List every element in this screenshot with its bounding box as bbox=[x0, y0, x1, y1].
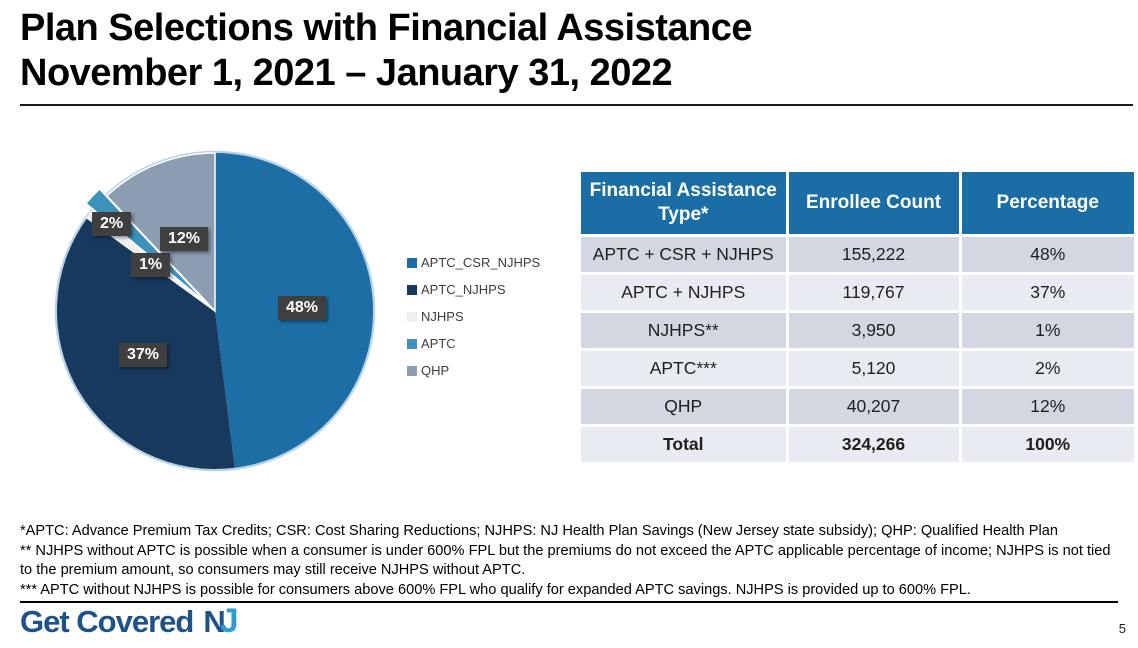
pie-label-37: 37% bbox=[119, 343, 168, 367]
table-row: APTC + NJHPS 119,767 37% bbox=[581, 273, 1134, 313]
table-total-cell: 100% bbox=[960, 425, 1134, 465]
table-cell: APTC + NJHPS bbox=[581, 273, 789, 313]
legend-item-APTC: APTC bbox=[407, 330, 540, 357]
table-cell: APTC + CSR + NJHPS bbox=[581, 235, 789, 275]
legend-label: NJHPS bbox=[421, 309, 464, 324]
table-row: NJHPS** 3,950 1% bbox=[581, 311, 1134, 351]
title-block: Plan Selections with Financial Assistanc… bbox=[20, 6, 1133, 106]
page-title-line1: Plan Selections with Financial Assistanc… bbox=[20, 7, 753, 49]
financial-assistance-table: Financial Assistance Type* Enrollee Count… bbox=[581, 172, 1134, 465]
logo-j-icon: J bbox=[219, 602, 239, 640]
pie-chart: 48% 37% 1% 2% 12% bbox=[28, 150, 418, 490]
pie-label-1: 1% bbox=[131, 253, 171, 277]
pie-chart-svg bbox=[54, 150, 376, 472]
table-cell: 3,950 bbox=[787, 311, 962, 351]
legend-swatch-icon bbox=[407, 365, 417, 376]
pie-label-48: 48% bbox=[278, 296, 327, 320]
legend-label: QHP bbox=[421, 363, 450, 378]
table-header-row: Financial Assistance Type* Enrollee Count… bbox=[581, 172, 1134, 237]
page-title-line2: November 1, 2021 – January 31, 2022 bbox=[20, 52, 673, 94]
table-cell: 40,207 bbox=[787, 387, 962, 427]
legend-label: APTC_CSR_NJHPS bbox=[421, 255, 541, 270]
legend-swatch-icon bbox=[407, 338, 417, 349]
footnote-1: *APTC: Advance Premium Tax Credits; CSR:… bbox=[20, 523, 1058, 539]
table-total-cell: 324,266 bbox=[787, 425, 962, 465]
pie-label-2: 2% bbox=[92, 212, 132, 236]
page-number: 5 bbox=[1118, 621, 1126, 636]
pie-label-12: 12% bbox=[160, 227, 209, 251]
table-cell: APTC*** bbox=[581, 349, 789, 389]
table-total-row: Total 324,266 100% bbox=[581, 425, 1134, 465]
legend-swatch-icon bbox=[407, 284, 417, 295]
table-cell: 48% bbox=[960, 235, 1134, 275]
logo-n: N bbox=[203, 604, 225, 639]
table-header-cell: Percentage bbox=[960, 172, 1134, 237]
table-cell: 119,767 bbox=[787, 273, 962, 313]
table-cell: 155,222 bbox=[787, 235, 962, 275]
legend-item-QHP: QHP bbox=[407, 357, 540, 384]
table-header-cell: Enrollee Count bbox=[787, 172, 962, 237]
table-header-cell: Financial Assistance Type* bbox=[581, 172, 789, 237]
table-cell: 37% bbox=[960, 273, 1134, 313]
table-cell: NJHPS** bbox=[581, 311, 789, 351]
legend-swatch-icon bbox=[407, 257, 417, 268]
table-cell: 12% bbox=[960, 387, 1134, 427]
table-row: QHP 40,207 12% bbox=[581, 387, 1134, 427]
table-row: APTC + CSR + NJHPS 155,222 48% bbox=[581, 235, 1134, 275]
legend-item-APTC_NJHPS: APTC_NJHPS bbox=[407, 276, 540, 303]
table-cell: 1% bbox=[960, 311, 1134, 351]
logo-text: Get Covered bbox=[20, 604, 194, 639]
footnotes: *APTC: Advance Premium Tax Credits; CSR:… bbox=[20, 522, 1118, 604]
pie-outline bbox=[54, 150, 376, 472]
footnote-3: *** APTC without NJHPS is possible for c… bbox=[20, 581, 1118, 604]
legend-swatch-icon bbox=[407, 311, 417, 322]
table-row: APTC*** 5,120 2% bbox=[581, 349, 1134, 389]
legend-label: APTC_NJHPS bbox=[421, 282, 506, 297]
get-covered-nj-logo: Get Covered NJ bbox=[20, 602, 239, 641]
legend-label: APTC bbox=[421, 336, 456, 351]
legend-item-NJHPS: NJHPS bbox=[407, 303, 540, 330]
footnote-2: ** NJHPS without APTC is possible when a… bbox=[20, 542, 1111, 579]
table-cell: 2% bbox=[960, 349, 1134, 389]
legend-item-APTC_CSR_NJHPS: APTC_CSR_NJHPS bbox=[407, 249, 540, 276]
table-cell: QHP bbox=[581, 387, 789, 427]
table-total-cell: Total bbox=[581, 425, 789, 465]
chart-legend: APTC_CSR_NJHPS APTC_NJHPS NJHPS APTC QHP bbox=[407, 249, 540, 384]
table-cell: 5,120 bbox=[787, 349, 962, 389]
